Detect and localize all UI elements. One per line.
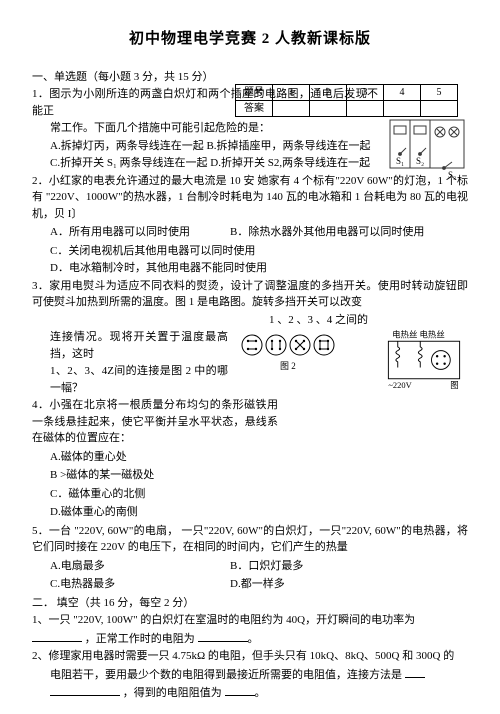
answer-table-col: 3 xyxy=(347,85,384,101)
circuit-diagram-1: S₁ S₂ S₃ xyxy=(388,118,466,180)
switch-s2-label: S₂ xyxy=(416,156,424,166)
answer-cell xyxy=(421,101,458,117)
q3-stem: 3．家用电熨斗为适应不同衣料的熨烫，设计了调整温度的多挡开关。使用时转动旋钮即 … xyxy=(32,278,468,311)
fig2-label: 图 2 xyxy=(280,361,296,371)
q4-optB: B >磁体的某一磁极处 xyxy=(50,467,230,484)
fill2a: 2、修理家用电器时需要一只 4.75kΩ 的电阻，但手头只有 10kQ、8kQ、… xyxy=(32,648,468,665)
answer-table-col: 1 xyxy=(273,85,310,101)
blank-3 xyxy=(405,666,425,678)
q4-optD: D.磁体重心的南侧 xyxy=(50,504,230,521)
answer-cell xyxy=(273,101,310,117)
blank-1 xyxy=(32,630,82,642)
q5-optA: A.电扇最多 xyxy=(50,558,230,575)
heater-labels: 电热丝 电热丝 xyxy=(392,330,445,340)
fill2b-line: 电阻若干，要用最少个数的电阻得到最接近所需要的电阻值，连接方法是 xyxy=(32,666,468,684)
fill2c-line: ，得到的电阻阻值为 。 xyxy=(32,684,468,702)
page-title: 初中物理电学竞赛 2 人教新课标版 xyxy=(32,28,468,51)
switch-s3-label: S₃ xyxy=(448,170,456,180)
section1-heading: 一、单选题（每小题 3 分，共 15 分） xyxy=(32,69,468,86)
knob-options-figure: 图 2 xyxy=(240,333,336,377)
voltage-label: ~220V xyxy=(388,380,411,390)
answer-table: 题号 1 2 3 4 5 答案 xyxy=(235,84,458,117)
q5-stem: 5．一台 "220V, 60W"的电扇， 一只"220V, 60W"的白炽灯，一… xyxy=(32,523,468,556)
answer-cell xyxy=(310,101,347,117)
q2-optA: A．所有用电器可以同时使用 xyxy=(50,224,230,241)
q3-gap: 1 、2 、3 、4 之间的 xyxy=(32,312,468,329)
q4-optC: C．磁体重心的北侧 xyxy=(50,486,230,503)
answer-table-col: 5 xyxy=(421,85,458,101)
section2-heading: 二． 填空（共 16 分，每空 2 分） xyxy=(32,595,468,612)
blank-5 xyxy=(225,684,255,696)
q2-optD: D．电冰箱制冷时，其他用电器不能同时使用 xyxy=(32,260,468,277)
fill1-text: 1、一只 "220V, 100W" 的白炽灯在室温时的电阻约为 40Q，开灯瞬间… xyxy=(32,614,415,626)
fill2c-text: ，得到的电阻阻值为 xyxy=(123,687,222,699)
fill1b-text: ，正常工作时的电阻为 xyxy=(85,633,195,645)
fill2b-text: 电阻若干，要用最少个数的电阻得到最接近所需要的电阻值，连接方法是 xyxy=(50,669,402,681)
q2-optC: C．关闭电视机后其他用电器可以同时使用 xyxy=(32,243,468,260)
q4-stem: 4．小强在北京将一根质量分布均匀的条形磁铁用一条线悬挂起来，使它平衡并呈水平状态… xyxy=(32,397,468,447)
fig1-label: 图 xyxy=(450,380,458,390)
q5-optC: C.电热器最多 xyxy=(50,576,230,593)
answer-cell xyxy=(347,101,384,117)
q2-optB: B．除热水器外其他用电器可以同时使用 xyxy=(230,224,424,241)
q5-optB: B．口炽灯最多 xyxy=(230,558,410,575)
blank-2 xyxy=(198,630,248,642)
answer-table-row2: 答案 xyxy=(236,101,273,117)
answer-table-col: 4 xyxy=(384,85,421,101)
answer-table-head: 题号 xyxy=(236,85,273,101)
blank-4 xyxy=(50,684,120,696)
switch-s1-label: S₁ xyxy=(396,156,404,166)
fill1b-line: ，正常工作时的电阻为 。 xyxy=(32,630,468,648)
q5-optD: D.都一样多 xyxy=(230,576,410,593)
fill1: 1、一只 "220V, 100W" 的白炽灯在室温时的电阻约为 40Q，开灯瞬间… xyxy=(32,612,468,629)
heater-circuit-figure: 电热丝 电热丝 图 ~220V xyxy=(382,330,466,390)
answer-table-col: 2 xyxy=(310,85,347,101)
answer-cell xyxy=(384,101,421,117)
q4-optA: A.磁体的重心处 xyxy=(50,449,230,466)
